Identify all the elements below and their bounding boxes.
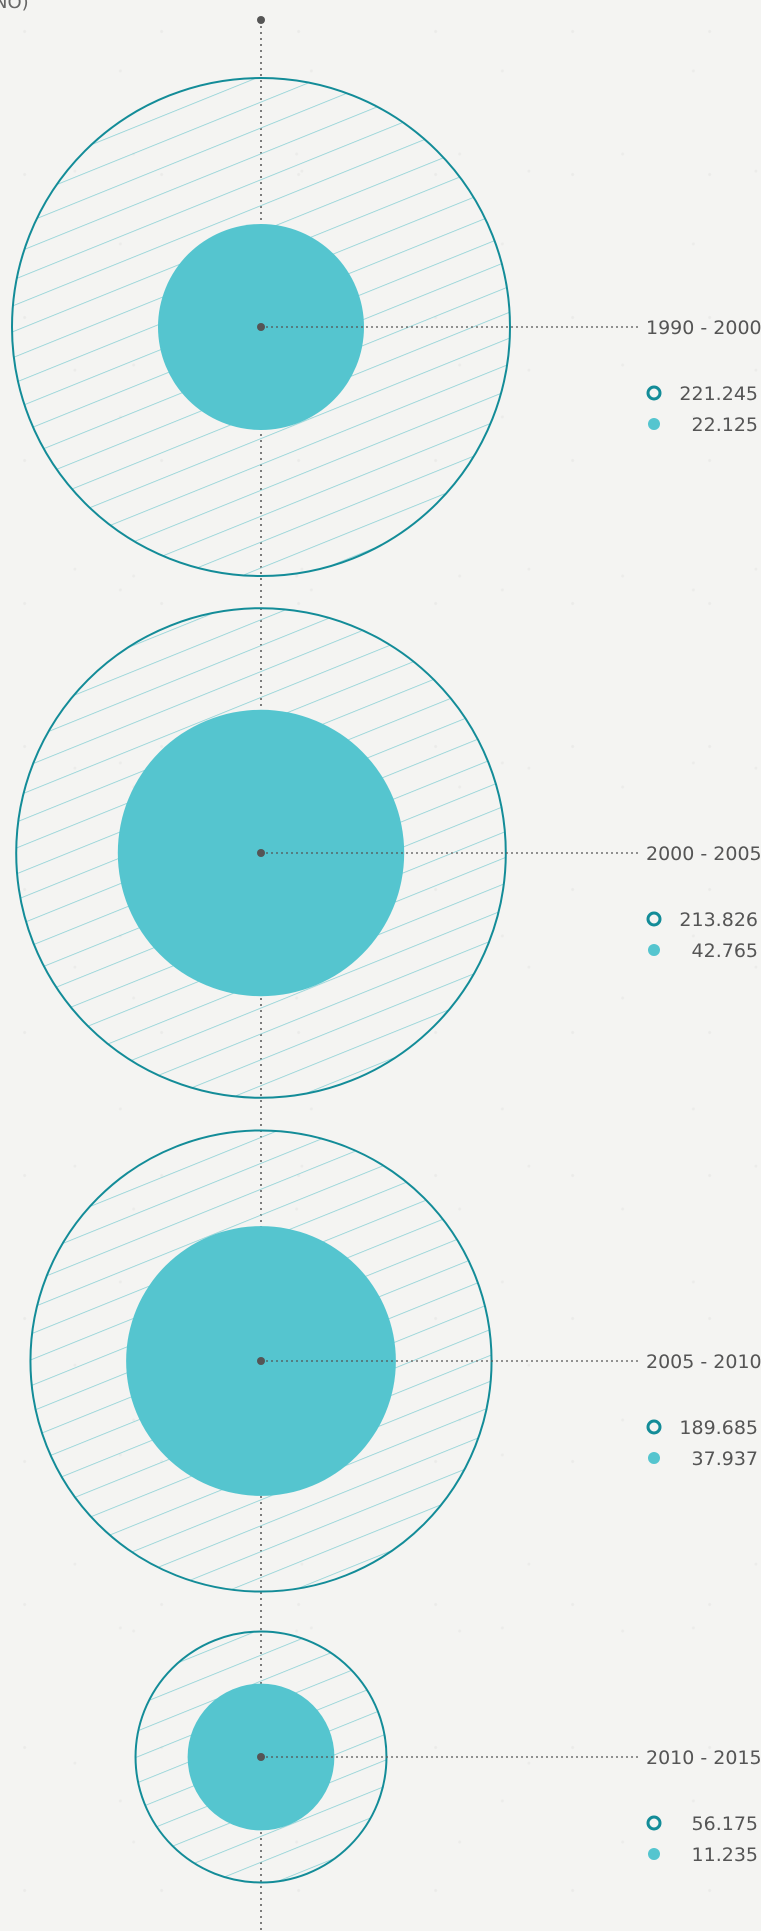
period-group-2: 2000 - 2005 213.826 42.765 <box>15 607 761 1099</box>
period-label-1: 1990 - 2000 <box>646 317 761 339</box>
inner-value-label-3: 37.937 <box>692 1448 758 1470</box>
center-dot-2 <box>257 849 265 857</box>
inner-value-label-4: 11.235 <box>692 1844 758 1866</box>
outer-value-label-4: 56.175 <box>692 1813 758 1835</box>
outer-value-label-2: 213.826 <box>679 909 758 931</box>
axis-start-dot <box>257 16 265 24</box>
inner-value-label-2: 42.765 <box>692 940 758 962</box>
inner-legend-dot-3 <box>648 1452 660 1464</box>
outer-value-label-3: 189.685 <box>679 1417 758 1439</box>
title-fragment: NO) <box>0 0 29 13</box>
outer-value-label-1: 221.245 <box>679 383 758 405</box>
outer-legend-ring-1 <box>646 385 662 401</box>
period-groups: 1990 - 2000 221.245 22.125 2000 - 2005 213.8… <box>11 77 761 1884</box>
inner-legend-dot-2 <box>648 944 660 956</box>
inner-value-label-1: 22.125 <box>692 414 758 436</box>
period-label-2: 2000 - 2005 <box>646 843 761 865</box>
outer-legend-ring-2 <box>646 911 662 927</box>
inner-legend-dot-1 <box>648 418 660 430</box>
period-group-4: 2010 - 2015 56.175 11.235 <box>134 1630 761 1884</box>
period-group-1: 1990 - 2000 221.245 22.125 <box>11 77 761 577</box>
period-group-3: 2005 - 2010 189.685 37.937 <box>29 1129 761 1593</box>
center-dot-4 <box>257 1753 265 1761</box>
outer-legend-ring-3 <box>646 1419 662 1435</box>
center-dot-1 <box>257 323 265 331</box>
period-label-4: 2010 - 2015 <box>646 1747 761 1769</box>
inner-legend-dot-4 <box>648 1848 660 1860</box>
center-dot-3 <box>257 1357 265 1365</box>
outer-legend-ring-4 <box>646 1815 662 1831</box>
period-label-3: 2005 - 2010 <box>646 1351 761 1373</box>
